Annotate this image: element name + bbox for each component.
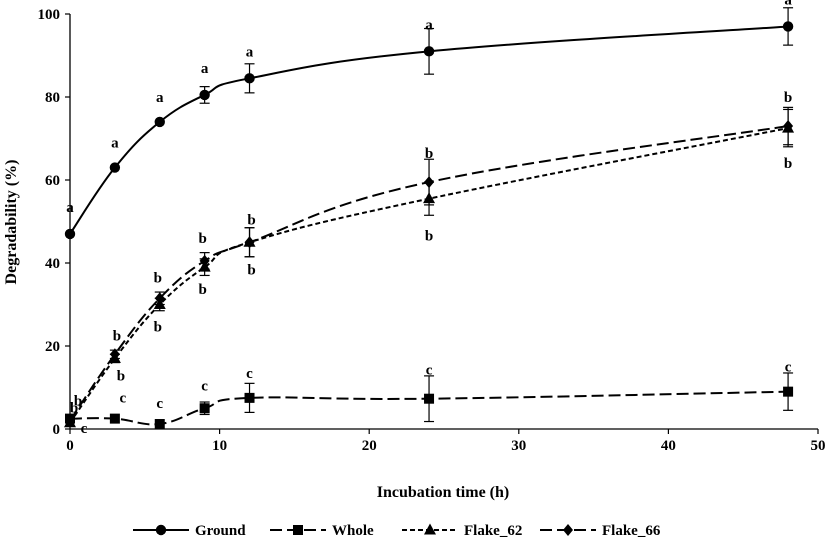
y-axis-title: Degradability (%)	[3, 160, 20, 285]
legend-label: Flake_66	[602, 523, 661, 539]
series-line	[69, 127, 789, 424]
x-tick-label: 10	[212, 438, 227, 454]
significance-letter: b	[784, 156, 792, 172]
data-point	[424, 393, 435, 404]
significance-letter: a	[246, 44, 254, 60]
y-tick-label: 0	[53, 422, 61, 438]
data-point	[109, 348, 120, 361]
data-point	[424, 176, 435, 189]
data-point	[199, 403, 210, 414]
significance-letter: b	[425, 229, 433, 245]
data-point	[244, 392, 255, 403]
data-point	[154, 116, 165, 128]
data-point	[783, 120, 794, 133]
series-ground	[64, 7, 794, 240]
significance-letter: c	[120, 391, 127, 407]
legend-item: Flake_66	[540, 523, 661, 539]
data-point	[109, 413, 120, 424]
legend-label: Whole	[332, 523, 374, 539]
y-tick-label: 80	[45, 90, 60, 106]
significance-letter: b	[70, 401, 78, 417]
significance-letter: b	[113, 328, 121, 344]
y-tick-label: 20	[45, 339, 60, 355]
significance-letter: b	[198, 231, 206, 247]
data-point	[109, 162, 121, 173]
significance-letter: a	[784, 0, 792, 8]
significance-letter: b	[247, 212, 255, 228]
series-layer	[64, 7, 795, 430]
legend-label: Flake_62	[464, 523, 522, 539]
data-point	[154, 292, 165, 305]
significance-letter: a	[66, 200, 74, 216]
data-point	[423, 46, 435, 57]
significance-letter: c	[246, 366, 253, 382]
significance-letter: b	[154, 320, 162, 336]
series-line	[69, 390, 789, 426]
significance-letter: c	[81, 421, 88, 437]
x-tick-label: 0	[66, 438, 74, 454]
series-line	[69, 25, 789, 235]
legend-marker	[563, 524, 573, 536]
significance-letter: c	[201, 378, 208, 394]
significance-letter: b	[784, 90, 792, 106]
significance-letter: a	[201, 61, 209, 77]
data-point	[64, 228, 76, 240]
significance-letter: a	[156, 90, 164, 106]
data-point	[199, 89, 210, 101]
data-point	[65, 414, 75, 427]
data-point	[199, 254, 210, 267]
x-tick-label: 20	[362, 438, 377, 454]
significance-letter: c	[156, 396, 163, 412]
x-tick-label: 30	[511, 438, 526, 454]
y-tick-label: 100	[38, 7, 61, 23]
significance-letter: b	[425, 146, 433, 162]
x-axis-title: Incubation time (h)	[377, 484, 509, 501]
significance-letter: a	[425, 17, 433, 33]
series-line	[69, 125, 789, 422]
data-point	[783, 386, 794, 397]
legend-label: Ground	[195, 523, 246, 539]
y-tick-label: 60	[45, 173, 60, 189]
legend-item: Whole	[270, 523, 374, 539]
series-whole	[65, 372, 794, 430]
significance-letter: b	[154, 270, 162, 286]
legend-marker	[424, 523, 436, 535]
x-tick-label: 50	[811, 438, 826, 454]
x-tick-label: 40	[661, 438, 676, 454]
legend: Ground Whole Flake_62 Flake_66	[133, 523, 661, 539]
significance-letter: b	[247, 262, 255, 278]
axes: 0 10 20 30 40 50 0 20 40 60 80 100	[38, 7, 826, 454]
significance-letter: c	[785, 360, 792, 376]
significance-letter: b	[74, 394, 82, 410]
series-flake_66	[65, 106, 794, 427]
legend-item: Flake_62	[402, 523, 522, 539]
significance-letter: a	[111, 136, 119, 152]
data-point	[782, 21, 794, 32]
significance-letter: c	[426, 363, 433, 379]
legend-item: Ground	[133, 523, 246, 539]
significance-letter: b	[117, 368, 125, 384]
data-point	[244, 236, 255, 249]
significance-letter: b	[198, 282, 206, 298]
y-tick-label: 40	[45, 256, 60, 272]
data-point	[244, 73, 255, 84]
legend-marker	[155, 524, 167, 536]
data-point	[154, 419, 165, 430]
legend-marker	[293, 525, 303, 535]
